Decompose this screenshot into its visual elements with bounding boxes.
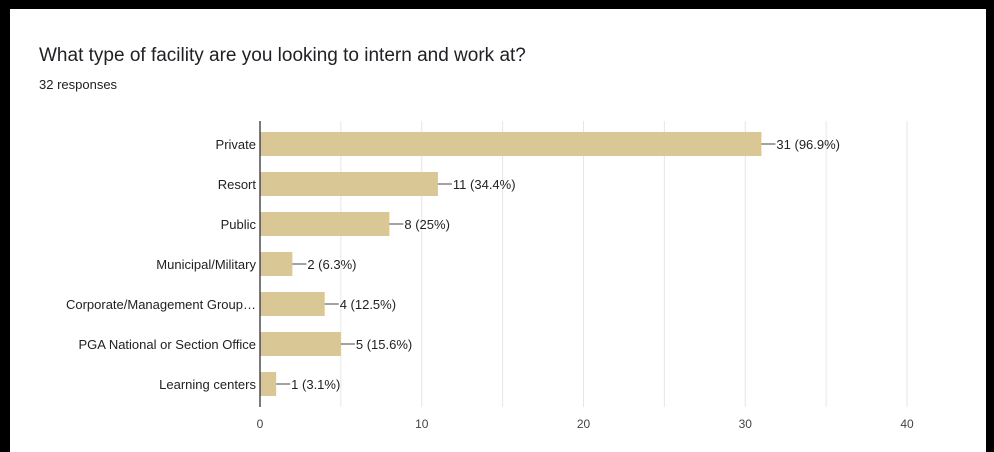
bar-1 (260, 172, 438, 196)
data-label-0: 31 (96.9%) (776, 137, 840, 152)
data-label-3: 2 (6.3%) (307, 257, 356, 272)
response-count: 32 responses (39, 77, 118, 92)
bar-4 (260, 292, 325, 316)
category-label-4: Corporate/Management Group… (66, 297, 256, 312)
category-label-5: PGA National or Section Office (78, 337, 256, 352)
category-label-1: Resort (218, 177, 257, 192)
data-label-1: 11 (34.4%) (453, 177, 516, 192)
category-label-0: Private (216, 137, 256, 152)
x-tick-label-0: 0 (257, 417, 264, 431)
bar-5 (260, 332, 341, 356)
chart-title: What type of facility are you looking to… (39, 45, 526, 66)
data-label-4: 4 (12.5%) (340, 297, 396, 312)
x-tick-label-2: 20 (577, 417, 591, 431)
data-label-2: 8 (25%) (404, 217, 450, 232)
data-label-5: 5 (15.6%) (356, 337, 412, 352)
data-label-6: 1 (3.1%) (291, 377, 340, 392)
bar-0 (260, 132, 762, 156)
x-tick-label-1: 10 (415, 417, 429, 431)
bar-chart: Private 31 (96.9%) Resort 11 (34.4%) Public 8… (66, 121, 914, 431)
bar-3 (260, 252, 293, 276)
category-label-3: Municipal/Military (156, 257, 256, 272)
bar-6 (260, 372, 277, 396)
x-tick-label-4: 40 (900, 417, 914, 431)
bar-2 (260, 212, 390, 236)
category-label-6: Learning centers (159, 377, 256, 392)
x-tick-label-3: 30 (739, 417, 753, 431)
chart-card: What type of facility are you looking to… (10, 9, 986, 452)
category-label-2: Public (221, 217, 257, 232)
